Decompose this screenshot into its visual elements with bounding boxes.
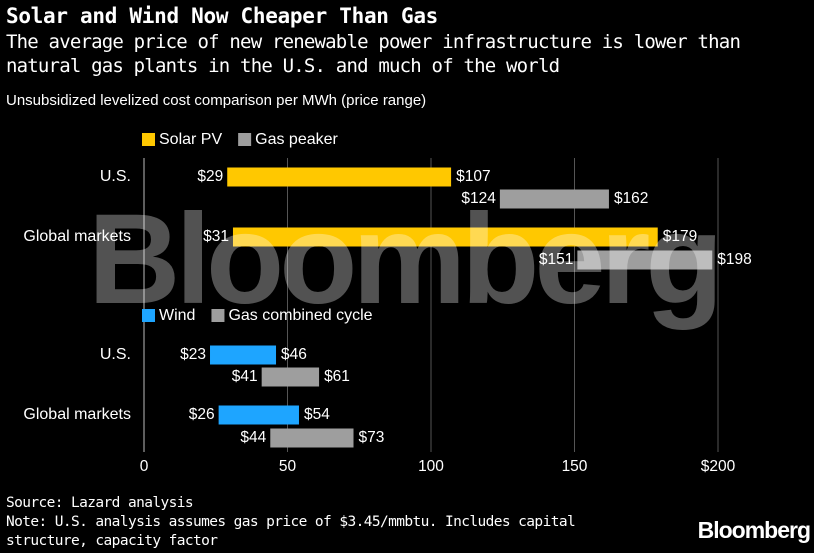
category-label-0-0: U.S. [100, 168, 131, 185]
legend-label-0-0: Solar PV [159, 131, 222, 148]
legend-label-0-1: Gas peaker [255, 131, 338, 148]
bar-1-1-1 [270, 428, 354, 448]
bar-low-label-0-1-0: $31 [203, 228, 229, 245]
legend-label-1-1: Gas combined cycle [228, 307, 372, 324]
bar-high-label-1-1-0: $54 [304, 406, 330, 423]
source-text: Source: Lazard analysis [6, 495, 194, 511]
chart-title: Solar and Wind Now Cheaper Than Gas [6, 4, 439, 28]
bar-high-label-0-0-0: $107 [456, 168, 490, 185]
bar-low-label-1-0-0: $23 [180, 346, 206, 363]
chart-footer: Source: Lazard analysis Note: U.S. analy… [6, 494, 646, 551]
chart-subtitle: The average price of new renewable power… [6, 31, 741, 77]
x-tick-label-150: 150 [562, 458, 588, 475]
x-tick-label-0: 0 [140, 458, 149, 475]
bar-1-0-0 [210, 345, 277, 365]
bar-0-0-1 [499, 189, 609, 209]
bar-low-label-1-0-1: $41 [232, 368, 258, 385]
bar-high-label-1-0-1: $61 [324, 368, 350, 385]
bar-1-1-0 [218, 405, 299, 425]
legend-label-1-0: Wind [159, 307, 195, 324]
bar-low-label-1-1-1: $44 [240, 429, 266, 446]
bar-high-label-1-1-1: $73 [359, 429, 385, 446]
bar-high-label-0-1-1: $198 [717, 251, 751, 268]
bloomberg-logo: Bloomberg [697, 517, 811, 543]
legend-swatch-1-1 [211, 309, 225, 322]
category-label-1-0: U.S. [100, 346, 131, 363]
bar-high-label-1-0-0: $46 [281, 346, 307, 363]
bar-high-label-0-0-1: $162 [614, 190, 648, 207]
note-text-line-1: Note: U.S. analysis assumes gas price of… [6, 514, 576, 530]
note-text-line-2: structure, capacity factor [6, 533, 218, 549]
bar-low-label-0-1-1: $151 [539, 251, 573, 268]
bar-high-label-0-1-0: $179 [663, 228, 697, 245]
bar-0-1-0 [232, 227, 658, 247]
legend-swatch-0-0 [142, 133, 155, 146]
bar-0-1-1 [577, 250, 713, 270]
legend-swatch-1-0 [142, 309, 155, 322]
bar-0-0-0 [227, 167, 452, 187]
units-label: Unsubsidized levelized cost comparison p… [6, 92, 427, 109]
bar-1-0-1 [261, 367, 320, 387]
x-tick-label-200: $200 [701, 458, 736, 475]
category-label-0-1: Global markets [23, 228, 131, 245]
bar-low-label-0-0-0: $29 [197, 168, 223, 185]
x-tick-label-100: 100 [418, 458, 444, 475]
x-tick-label-50: 50 [279, 458, 297, 475]
bar-low-label-1-1-0: $26 [189, 406, 215, 423]
legend-swatch-0-1 [238, 133, 252, 146]
category-label-1-1: Global markets [23, 406, 131, 423]
bar-low-label-0-0-1: $124 [461, 190, 496, 207]
